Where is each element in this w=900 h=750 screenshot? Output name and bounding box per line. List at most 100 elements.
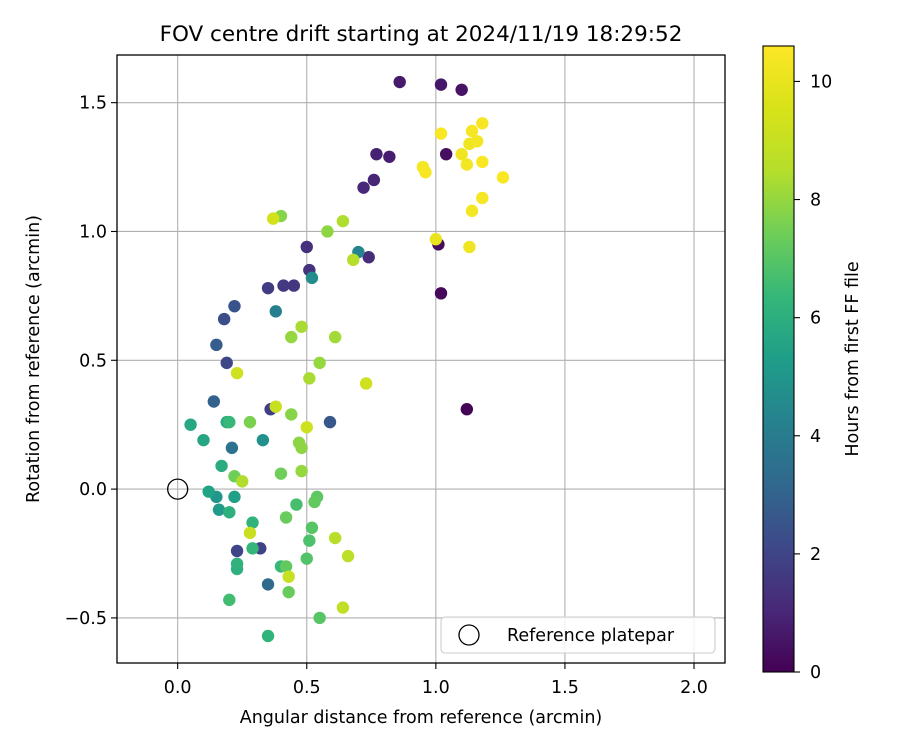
x-tick-label: 1.0	[422, 678, 450, 698]
scatter-point	[295, 464, 308, 478]
y-tick-label: 0.0	[79, 480, 107, 500]
reference-platepar-marker	[167, 478, 189, 500]
scatter-point	[362, 251, 375, 264]
scatter-point	[279, 511, 293, 524]
scatter-point	[328, 531, 342, 545]
scatter-point	[496, 171, 510, 184]
colorbar-tick-label: 8	[810, 191, 821, 211]
scatter-point	[256, 433, 270, 447]
scatter-point	[323, 415, 337, 429]
y-tick-label: −0.5	[65, 609, 108, 629]
scatter-point	[225, 441, 239, 455]
legend-entry-reference: Reference platepar	[507, 626, 675, 646]
colorbar-tick-label: 10	[810, 72, 832, 92]
scatter-point	[328, 330, 342, 344]
reference-point-layer	[167, 478, 189, 500]
scatter-point	[202, 485, 215, 498]
scatter-point	[184, 418, 197, 431]
scatter-point	[223, 506, 236, 519]
y-tick-label: 1.0	[79, 222, 107, 242]
scatter-point	[290, 498, 303, 511]
scatter-point	[266, 212, 280, 225]
scatter-point	[210, 338, 223, 352]
scatter-point	[367, 173, 381, 187]
scatter-point	[460, 158, 474, 171]
scatter-point	[269, 400, 282, 413]
scatter-point	[279, 560, 293, 573]
scatter-point	[313, 611, 326, 625]
scatter-point	[434, 287, 448, 300]
scatter-point	[285, 408, 298, 421]
scatter-point	[341, 549, 355, 563]
scatter-point	[303, 372, 316, 385]
x-tick-label: 1.5	[551, 678, 579, 698]
legend: Reference platepar	[440, 616, 716, 654]
scatter-point	[295, 320, 308, 333]
colorbar-tick-label: 6	[810, 309, 821, 329]
scatter-point	[261, 578, 275, 591]
scatter-point	[303, 534, 316, 547]
y-axis-ticks: −0.5 0.0 0.5 1.0 1.5	[65, 94, 117, 629]
y-tick-label: 0.5	[79, 351, 107, 371]
scatter-point	[207, 395, 221, 408]
colorbar-tick-label: 4	[810, 427, 821, 447]
scatter-point	[292, 436, 306, 449]
scatter-point	[243, 415, 257, 429]
chart-title: FOV centre drift starting at 2024/11/19 …	[160, 22, 683, 47]
scatter-point	[277, 279, 290, 292]
scatter-point	[434, 127, 448, 140]
grid-lines	[117, 55, 725, 663]
plot-area-frame	[116, 54, 726, 664]
x-axis-label: Angular distance from reference (arcmin)	[240, 708, 603, 728]
scatter-point	[300, 552, 313, 565]
x-tick-label: 0.0	[164, 678, 192, 698]
scatter-point	[300, 240, 313, 254]
x-tick-label: 2.0	[680, 678, 708, 698]
scatter-point	[269, 305, 282, 318]
scatter-point	[230, 366, 244, 380]
scatter-point	[217, 312, 231, 326]
scatter-point	[465, 204, 479, 218]
scatter-point	[212, 503, 226, 516]
scatter-point	[246, 516, 259, 529]
scatter-point	[359, 377, 373, 390]
colorbar-tick-label: 2	[810, 545, 821, 565]
scatter-point	[465, 124, 479, 138]
y-axis-label: Rotation from reference (arcmin)	[24, 215, 44, 503]
scatter-point	[476, 155, 489, 169]
legend-marker-reference	[458, 624, 480, 646]
scatter-point	[243, 526, 257, 540]
x-axis-ticks: 0.0 0.5 1.0 1.5 2.0	[164, 663, 708, 698]
scatter-point	[228, 299, 241, 313]
y-tick-label: 1.5	[79, 94, 107, 114]
scatter-point	[220, 356, 233, 370]
scatter-point	[313, 356, 326, 370]
x-tick-label: 0.5	[293, 678, 321, 698]
scatter-point	[230, 544, 244, 558]
scatter-point	[215, 459, 228, 473]
colorbar-tick-label: 0	[810, 663, 821, 683]
scatter-point	[383, 150, 396, 163]
scatter-point	[455, 147, 468, 161]
scatter-point	[305, 521, 319, 534]
colorbar	[762, 45, 795, 673]
scatter-point	[285, 330, 298, 344]
legend-box	[440, 616, 716, 654]
scatter-points	[184, 75, 510, 643]
scatter-point	[282, 585, 295, 599]
scatter-point	[455, 83, 468, 96]
scatter-point	[282, 570, 295, 583]
scatter-point	[236, 475, 249, 488]
scatter-point	[357, 181, 370, 194]
scatter-point	[429, 233, 443, 246]
scatter-point	[300, 421, 313, 434]
scatter-point	[336, 601, 350, 614]
scatter-point	[223, 415, 236, 429]
scatter-point	[261, 629, 275, 643]
scatter-point	[223, 593, 236, 607]
scatter-point	[336, 214, 350, 228]
scatter-point	[470, 135, 484, 148]
scatter-point	[261, 281, 275, 295]
